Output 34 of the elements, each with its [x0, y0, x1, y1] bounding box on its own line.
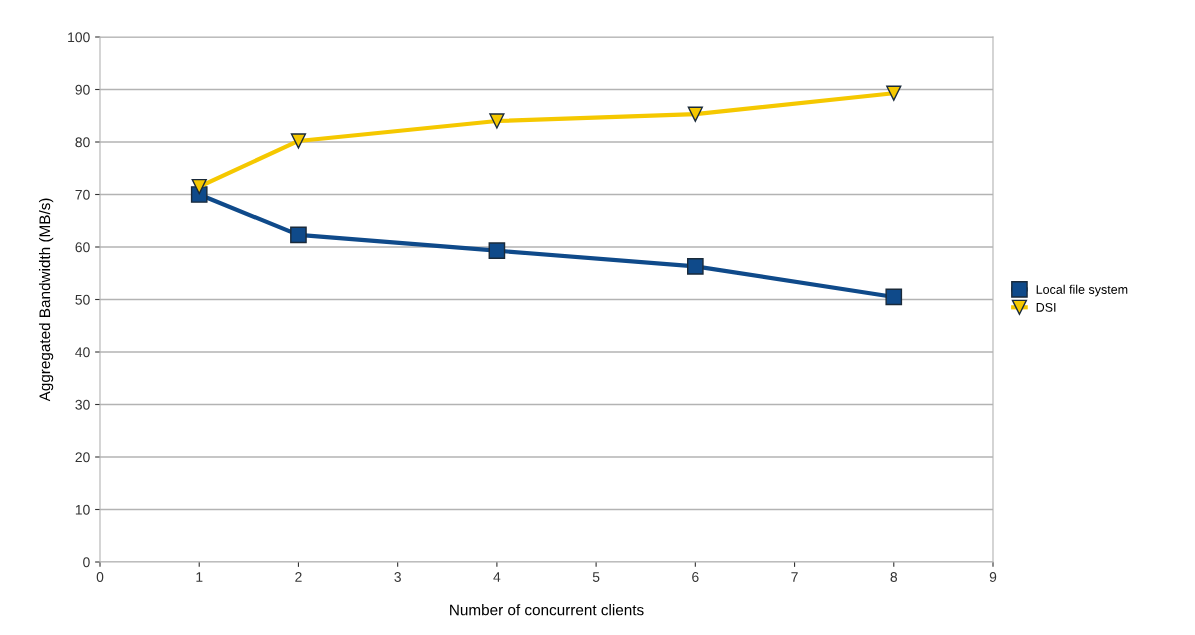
- y-tick-label: 20: [75, 452, 90, 463]
- x-tick-label: 7: [791, 572, 798, 582]
- x-tick-label: 9: [989, 572, 997, 582]
- y-tick-label: 30: [75, 399, 90, 410]
- x-tick-label: 8: [890, 572, 898, 582]
- x-tick-label: 0: [96, 572, 104, 582]
- x-tick-label: 2: [295, 572, 302, 582]
- y-tick-label: 0: [83, 557, 90, 568]
- x-axis-title: Number of concurrent clients: [450, 604, 644, 616]
- point: [290, 133, 307, 149]
- y-tick-label: 90: [75, 84, 90, 95]
- point: [290, 226, 307, 244]
- y-axis-title: Aggregated Bandwidth (MB/s): [38, 198, 54, 402]
- legend-label: Local file system: [1036, 284, 1128, 297]
- x-tick-label: 1: [196, 572, 203, 582]
- y-tick-label: 50: [75, 294, 90, 305]
- y-tick-label: 100: [68, 32, 90, 43]
- x-tick-label: 4: [493, 572, 501, 582]
- point: [489, 113, 505, 129]
- legend-label: DSI: [1036, 302, 1056, 312]
- point: [885, 288, 903, 306]
- y-tick-label: 70: [75, 189, 90, 200]
- point: [488, 242, 506, 260]
- y-tick-label: 10: [75, 504, 90, 515]
- x-tick-label: 3: [394, 572, 401, 582]
- x-tick-label: 6: [692, 572, 699, 582]
- point: [886, 85, 902, 101]
- y-tick-label: 40: [75, 347, 90, 358]
- x-tick-label: 5: [592, 572, 600, 582]
- point: [687, 106, 703, 122]
- y-tick-label: 80: [75, 137, 90, 148]
- point: [191, 178, 207, 195]
- y-tick-label: 60: [75, 242, 90, 253]
- point: [686, 258, 704, 275]
